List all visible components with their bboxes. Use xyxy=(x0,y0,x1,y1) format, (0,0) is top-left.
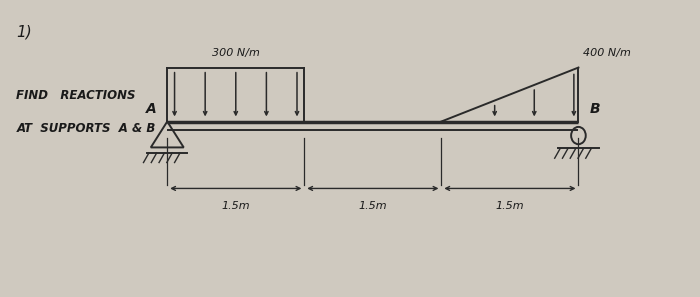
Text: 300 N/m: 300 N/m xyxy=(212,48,260,58)
Text: FIND   REACTIONS: FIND REACTIONS xyxy=(17,89,136,102)
Text: 1): 1) xyxy=(17,24,32,40)
Text: 1.5m: 1.5m xyxy=(496,201,524,211)
Text: B: B xyxy=(589,102,600,116)
Text: 1.5m: 1.5m xyxy=(221,201,250,211)
Text: A: A xyxy=(146,102,156,116)
Text: 1.5m: 1.5m xyxy=(358,201,387,211)
Text: AT  SUPPORTS  A & B: AT SUPPORTS A & B xyxy=(17,121,156,135)
Text: 400 N/m: 400 N/m xyxy=(583,48,631,58)
